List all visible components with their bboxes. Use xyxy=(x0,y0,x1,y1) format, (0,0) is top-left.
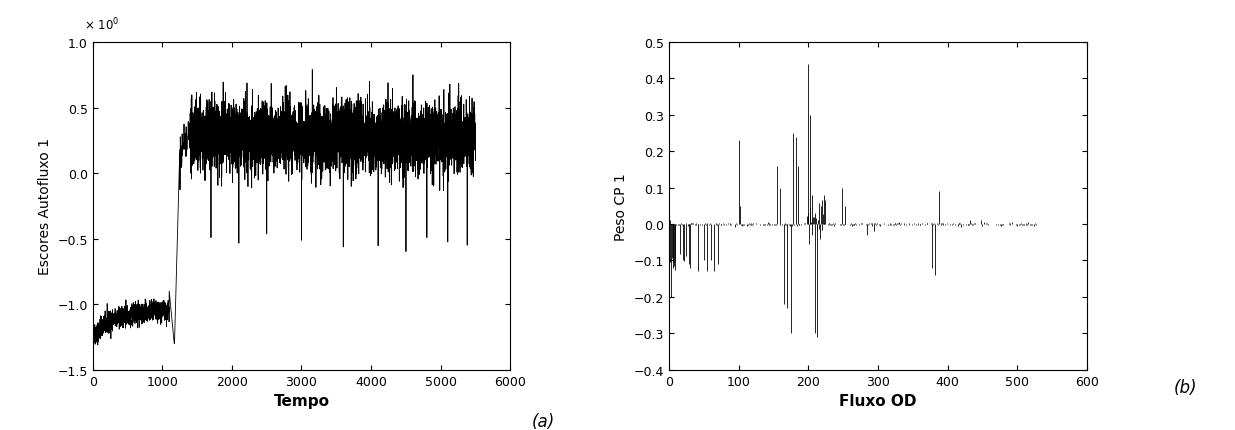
Text: $\times$ 10$^{0}$: $\times$ 10$^{0}$ xyxy=(84,17,120,33)
Text: (b): (b) xyxy=(1173,378,1198,396)
X-axis label: Tempo: Tempo xyxy=(273,393,330,408)
Text: (a): (a) xyxy=(532,412,556,430)
Y-axis label: Peso CP 1: Peso CP 1 xyxy=(614,172,629,240)
Y-axis label: Escores Autofluxo 1: Escores Autofluxo 1 xyxy=(38,138,52,275)
X-axis label: Fluxo OD: Fluxo OD xyxy=(840,393,916,408)
